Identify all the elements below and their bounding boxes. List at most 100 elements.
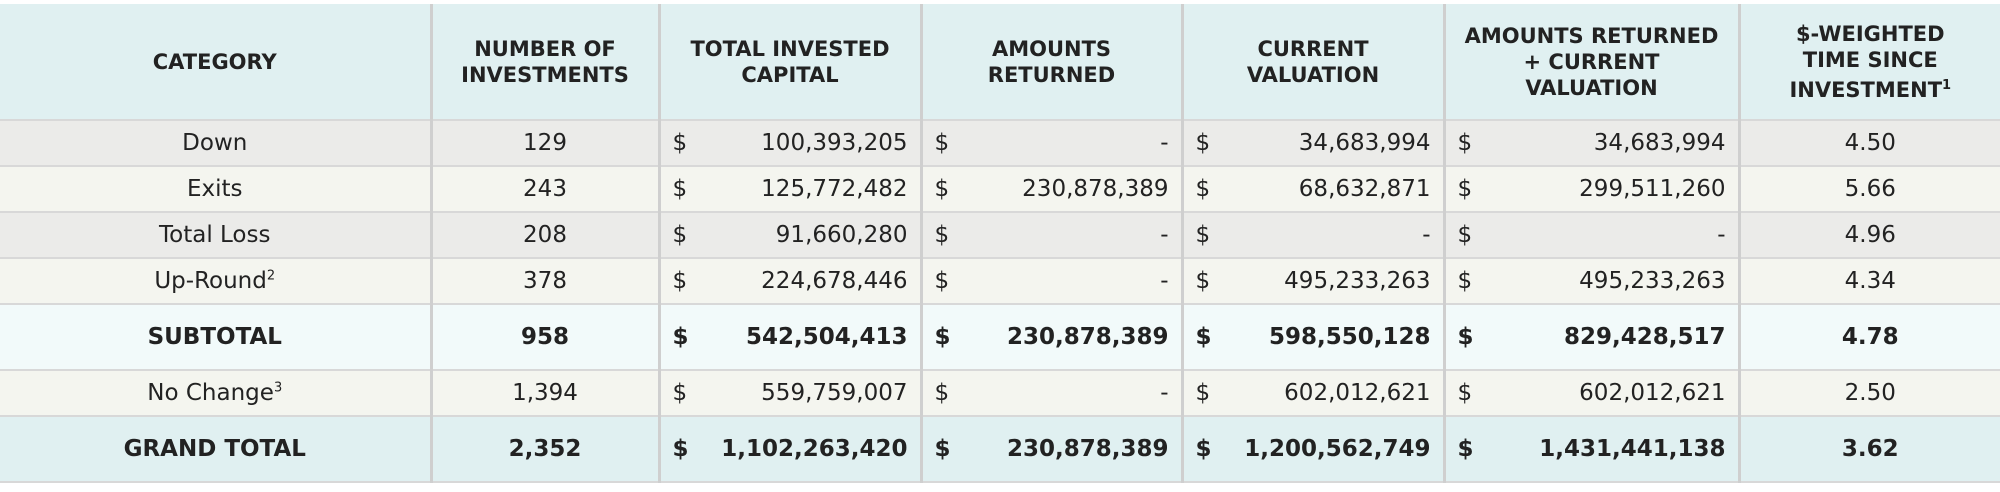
column-header: $-WEIGHTED TIME SINCE INVESTMENT1: [1737, 4, 2000, 121]
table-row: Down 129 $100,393,205 $ - $34,683,994 $34,683,…: [0, 120, 2000, 167]
amount: -: [1160, 268, 1169, 294]
footnote-mark: 1: [1942, 77, 1952, 93]
money: $91,660,280: [673, 222, 908, 248]
time-cell: 4.78: [1737, 304, 2000, 371]
money-cell: $91,660,280: [657, 212, 921, 259]
money-cell: $598,550,128: [1180, 304, 1444, 371]
header-line: TOTAL INVESTED: [673, 36, 908, 62]
header-line: AMOUNTS RETURNED: [1458, 23, 1726, 49]
category-cell: Down: [0, 120, 431, 167]
header-line: VALUATION: [1458, 75, 1726, 101]
money-cell: $230,878,389: [919, 304, 1182, 371]
header-line: AMOUNTS: [935, 36, 1169, 62]
money: $224,678,446: [673, 268, 908, 294]
header-text: + CURRENT: [1523, 49, 1660, 74]
money-cell: $230,878,389: [919, 416, 1182, 483]
money: $299,511,260: [1458, 176, 1726, 202]
header-text: NUMBER OF: [474, 36, 616, 61]
category-cell: Total Loss: [0, 212, 431, 259]
money: $230,878,389: [935, 324, 1169, 350]
time-cell: 4.96: [1737, 212, 2000, 259]
money: $230,878,389: [935, 176, 1169, 202]
time-cell: 4.50: [1737, 120, 2000, 167]
money-cell: $829,428,517: [1442, 304, 1739, 371]
column-header: CURRENT VALUATION: [1180, 4, 1444, 121]
category-text: Total Loss: [159, 222, 271, 248]
amount: 602,012,621: [1284, 380, 1431, 406]
footnote-mark: 3: [273, 380, 283, 396]
money-cell: $559,759,007: [657, 370, 921, 417]
currency-symbol: $: [1195, 176, 1211, 202]
amount: 230,878,389: [1006, 324, 1169, 350]
money: $829,428,517: [1458, 324, 1726, 350]
money-cell: $ -: [1442, 212, 1739, 259]
header-line: VALUATION: [1196, 62, 1431, 88]
money-cell: $68,632,871: [1180, 166, 1444, 213]
table-row: No Change3 1,394 $559,759,007 $ - $602,012,62…: [0, 370, 2000, 417]
money: $ -: [935, 222, 1169, 248]
currency-symbol: $: [934, 176, 950, 202]
header-line: INVESTMENT1: [1753, 73, 1989, 103]
money: $602,012,621: [1196, 380, 1431, 406]
money-cell: $1,102,263,420: [657, 416, 921, 483]
header-text: CURRENT: [1257, 36, 1369, 61]
category-cell: No Change3: [0, 370, 431, 417]
amount: 125,772,482: [761, 176, 908, 202]
currency-symbol: $: [1457, 222, 1473, 248]
amount: -: [1160, 380, 1169, 406]
amount: 1,431,441,138: [1539, 436, 1726, 462]
category-text: Down: [182, 130, 248, 156]
table-row: Exits 243 $125,772,482 $230,878,389 $68,632,…: [0, 166, 2000, 213]
money-cell: $ -: [919, 120, 1182, 167]
header-line: TIME SINCE: [1753, 47, 1989, 73]
amount: 598,550,128: [1268, 324, 1431, 350]
currency-symbol: $: [672, 380, 688, 406]
currency-symbol: $: [1457, 176, 1473, 202]
header-text: CAPITAL: [741, 62, 839, 87]
table-row: Total Loss 208 $91,660,280 $ - $ - $ -4.96: [0, 212, 2000, 259]
amount: 1,102,263,420: [721, 436, 908, 462]
money-cell: $602,012,621: [1442, 370, 1739, 417]
header-line: CATEGORY: [12, 49, 418, 75]
amount: 224,678,446: [761, 268, 908, 294]
header-line: RETURNED: [935, 62, 1169, 88]
category-cell: Exits: [0, 166, 431, 213]
money: $598,550,128: [1196, 324, 1431, 350]
money: $ -: [1196, 222, 1431, 248]
page: CATEGORY NUMBER OF INVESTMENTS TOTAL INVEST…: [0, 4, 2000, 492]
currency-symbol: $: [1195, 380, 1211, 406]
money-cell: $ -: [919, 370, 1182, 417]
column-header: AMOUNTS RETURNED: [919, 4, 1182, 121]
header-row: CATEGORY NUMBER OF INVESTMENTS TOTAL INVEST…: [0, 4, 2000, 121]
header-text: TOTAL INVESTED: [690, 36, 890, 61]
currency-symbol: $: [934, 380, 950, 406]
time-cell: 3.62: [1737, 416, 2000, 483]
count-cell: 2,352: [429, 416, 659, 483]
money-cell: $125,772,482: [657, 166, 921, 213]
header-line: $-WEIGHTED: [1753, 21, 1989, 47]
currency-symbol: $: [1195, 268, 1211, 294]
amount: 542,504,413: [745, 324, 908, 350]
money: $ -: [935, 130, 1169, 156]
table-row: GRAND TOTAL 2,352 $1,102,263,420 $230,878,3…: [0, 416, 2000, 483]
money-cell: $495,233,263: [1442, 258, 1739, 305]
count-cell: 958: [429, 304, 659, 371]
header-text: VALUATION: [1246, 62, 1380, 87]
currency-symbol: $: [672, 222, 688, 248]
count-cell: 1,394: [429, 370, 659, 417]
money: $125,772,482: [673, 176, 908, 202]
header-line: + CURRENT: [1458, 49, 1726, 75]
amount: -: [1160, 130, 1169, 156]
money-cell: $230,878,389: [919, 166, 1182, 213]
investment-table: CATEGORY NUMBER OF INVESTMENTS TOTAL INVEST…: [0, 4, 2000, 483]
category-cell: GRAND TOTAL: [0, 416, 431, 483]
column-header: NUMBER OF INVESTMENTS: [429, 4, 659, 121]
money-cell: $34,683,994: [1180, 120, 1444, 167]
amount: 68,632,871: [1298, 176, 1431, 202]
table-body: Down 129 $100,393,205 $ - $34,683,994 $34,683,…: [0, 120, 2000, 483]
header-text: CATEGORY: [152, 49, 277, 74]
amount: -: [1717, 222, 1726, 248]
currency-symbol: $: [1457, 436, 1474, 462]
header-text: RETURNED: [987, 62, 1116, 87]
money: $559,759,007: [673, 380, 908, 406]
